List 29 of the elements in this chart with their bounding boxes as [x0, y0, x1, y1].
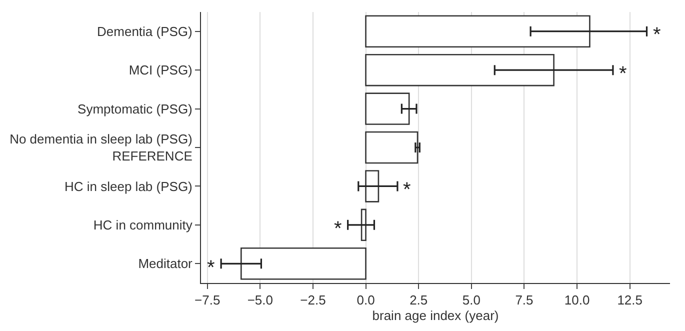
bar — [365, 54, 554, 86]
x-tick-label: −2.5 — [300, 292, 326, 308]
bar — [365, 92, 410, 125]
y-tick-label: Meditator — [138, 256, 194, 272]
y-tick-label: MCI (PSG) — [128, 62, 192, 78]
y-tick-label: HC in community — [93, 217, 193, 232]
y-tick-label: Dementia (PSG) — [97, 24, 192, 39]
bar — [365, 131, 418, 164]
x-tick-label: −5.0 — [247, 292, 273, 308]
y-tick-label: HC in sleep lab (PSG) — [64, 178, 192, 194]
annotation: * — [207, 257, 215, 279]
y-tick-label: No dementia in sleep lab (PSG) REFERENCE — [10, 132, 193, 164]
annotation: * — [334, 218, 342, 240]
annotation: * — [403, 179, 411, 201]
annotation: * — [653, 24, 661, 46]
x-axis-title: brain age index (year) — [372, 308, 499, 324]
x-tick-label: 0.0 — [356, 292, 375, 308]
x-tick-label: −7.5 — [194, 292, 220, 308]
x-tick-label: 10.0 — [564, 292, 590, 308]
x-tick-label: 7.5 — [515, 292, 534, 308]
x-tick-label: 12.5 — [617, 292, 643, 308]
bar — [360, 208, 366, 242]
bar — [365, 15, 590, 48]
x-tick-label: 2.5 — [410, 292, 428, 308]
bar — [365, 170, 380, 202]
annotation: * — [619, 63, 627, 85]
x-tick-label: 5.0 — [462, 292, 480, 308]
y-tick-label: Symptomatic (PSG) — [78, 101, 192, 116]
bar — [240, 248, 366, 280]
